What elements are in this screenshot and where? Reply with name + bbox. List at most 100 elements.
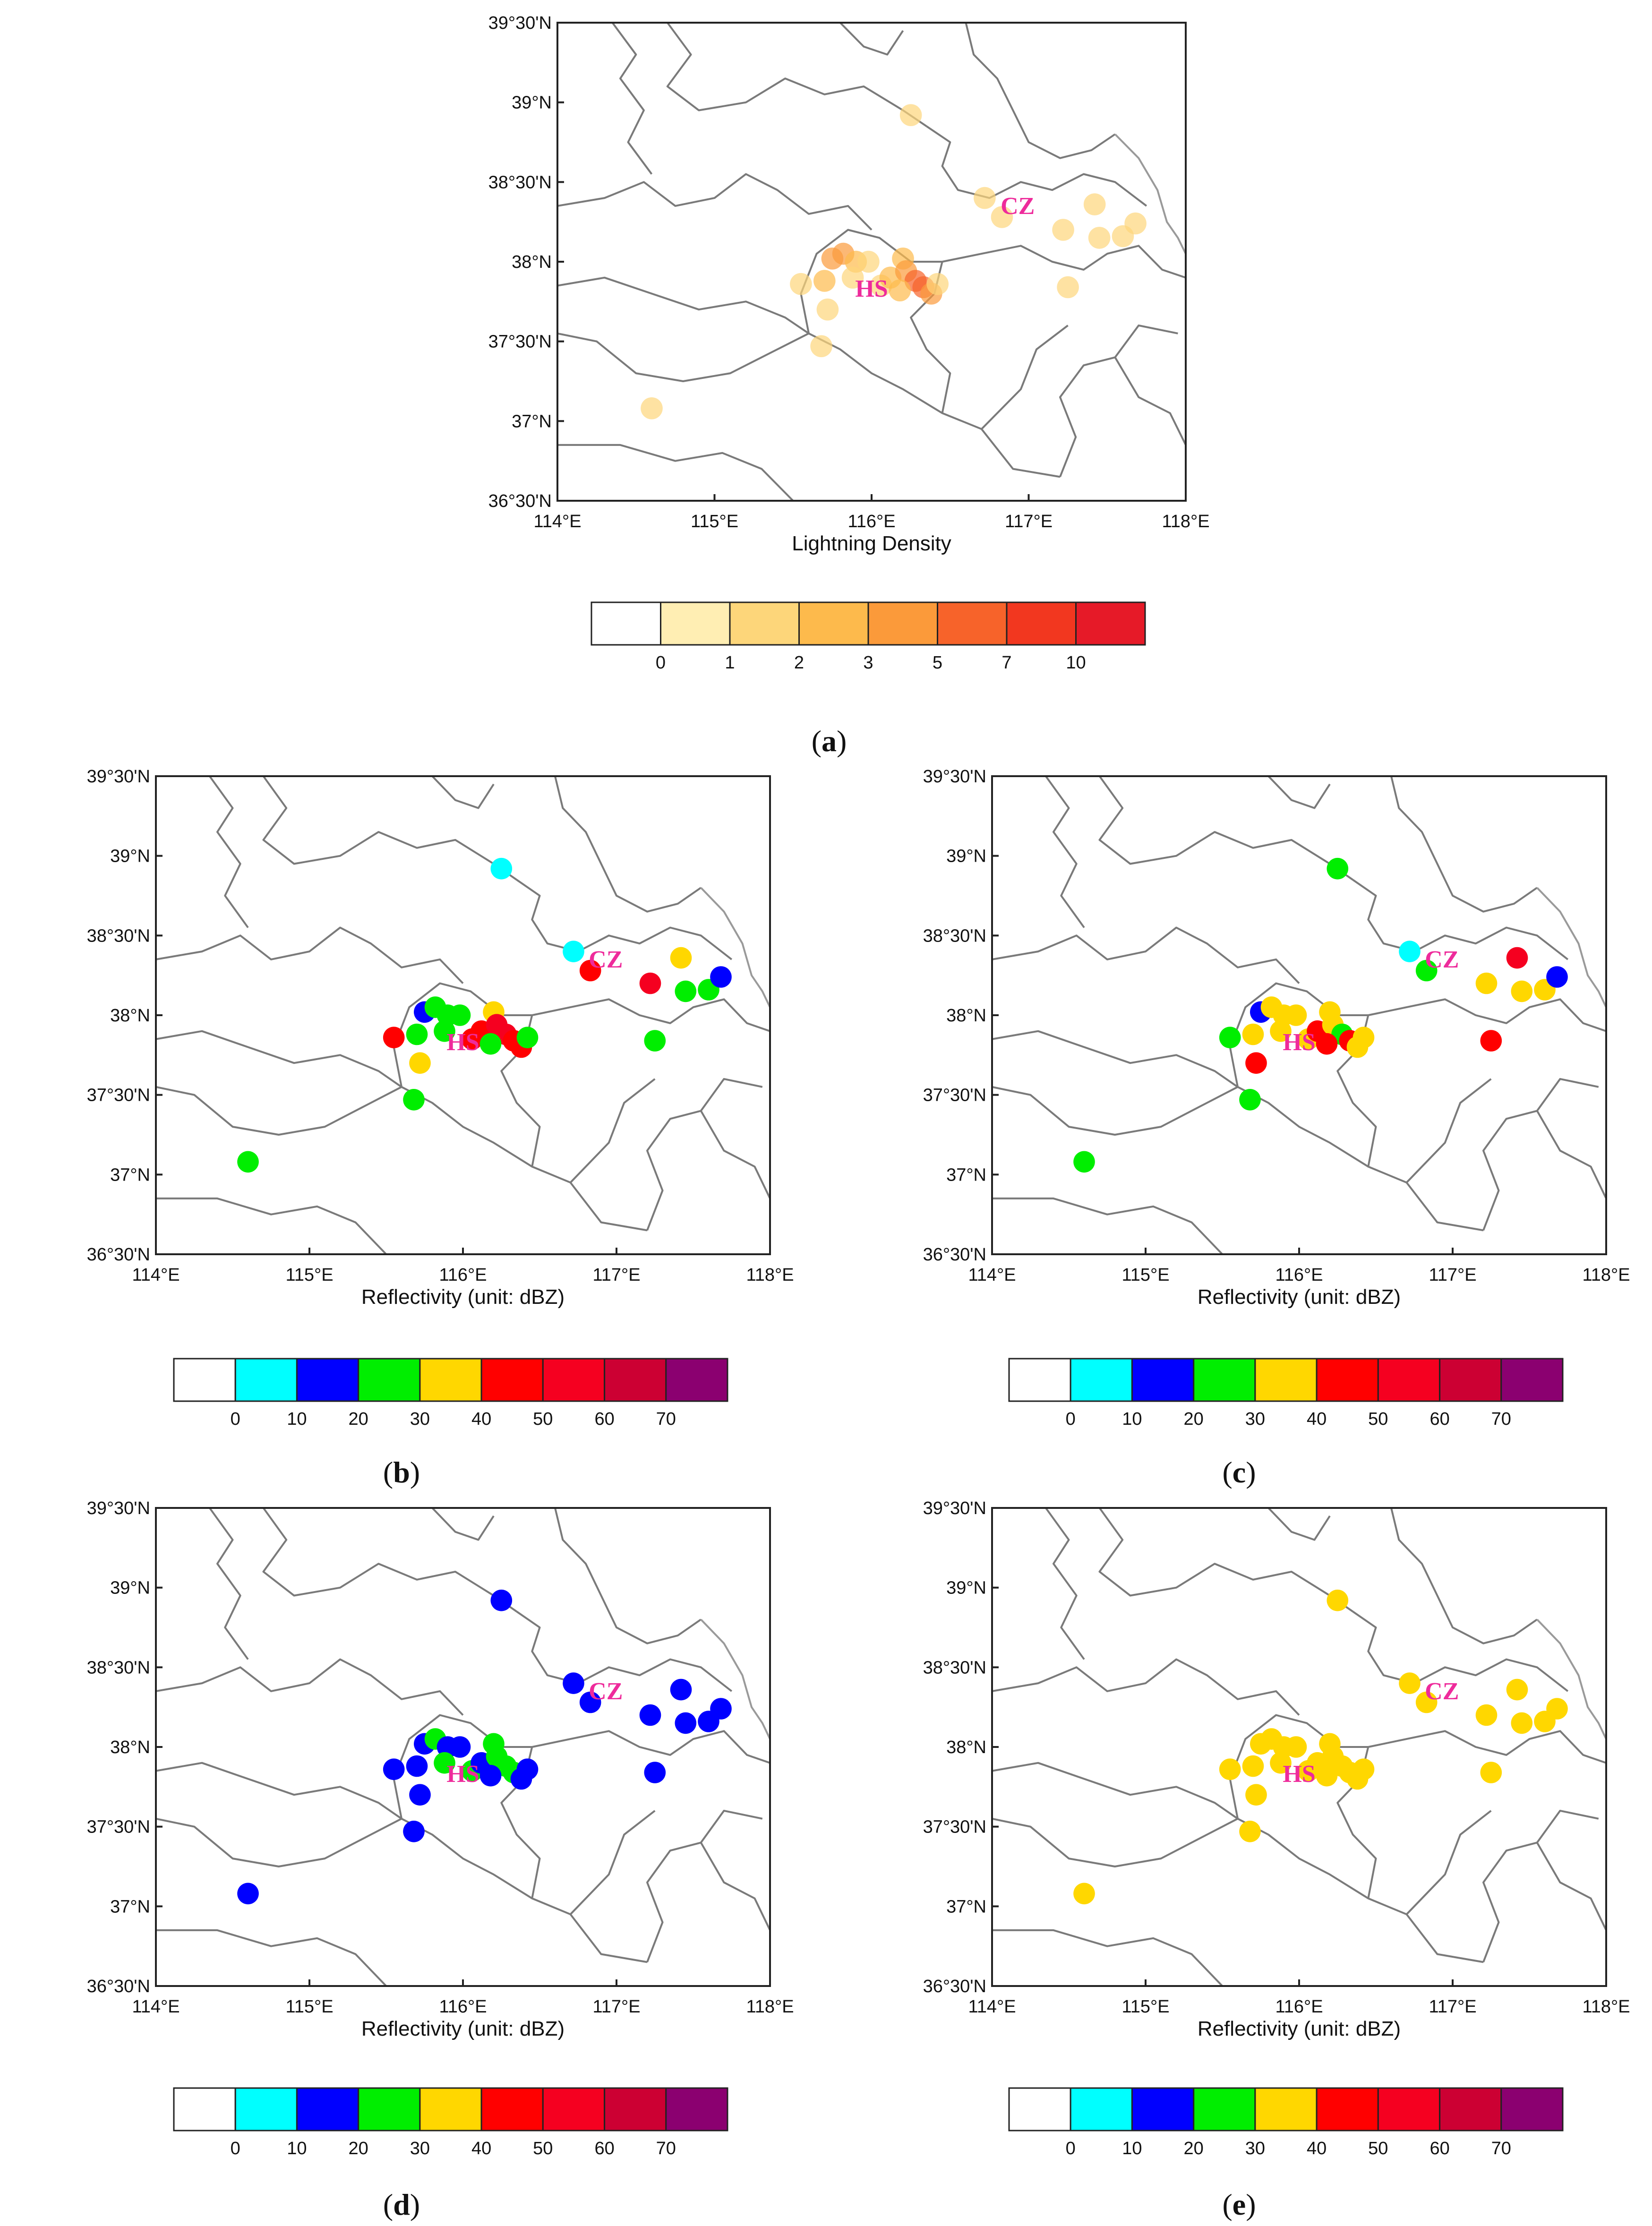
site-marker-6 — [406, 1023, 428, 1045]
colorbar-swatch — [1070, 1358, 1133, 1402]
site-marker-10 — [449, 1004, 471, 1026]
colorbar-tick-label: 70 — [656, 2139, 676, 2158]
colorbar-tick-label: 0 — [656, 653, 666, 673]
colorbar-tick-label: 20 — [1184, 2139, 1204, 2158]
colorbar-swatch — [1008, 1358, 1071, 1402]
panel-caption: (a) — [812, 724, 847, 758]
site-marker-4 — [403, 1089, 425, 1111]
colorbar: 0 1 2 3 5 7 10 — [591, 601, 1146, 673]
y-tick-label: 39°N — [946, 847, 986, 866]
x-tick-label: 115°E — [1121, 1997, 1169, 2017]
admin-boundary — [1098, 1508, 1353, 1612]
site-marker-26 — [1511, 980, 1533, 1002]
colorbar-swatch — [665, 1358, 728, 1402]
colorbar-tick-label: 30 — [410, 2139, 430, 2158]
colorbar-swatch — [798, 601, 869, 646]
colorbar-tick-label: 50 — [1368, 2139, 1388, 2158]
colorbar-swatch — [937, 601, 1008, 646]
site-marker-25 — [1506, 1678, 1528, 1701]
y-tick-label: 37°30'N — [923, 1086, 986, 1105]
admin-boundary — [209, 776, 249, 928]
x-axis-title: Reflectivity (unit: dBZ) — [1198, 2017, 1401, 2040]
site-marker-22 — [1415, 1691, 1438, 1713]
site-marker-2 — [1327, 857, 1349, 880]
admin-boundary — [1114, 357, 1186, 445]
site-marker-11 — [434, 1020, 455, 1042]
colorbar-swatch — [419, 2087, 482, 2132]
colorbar-swatch — [1006, 601, 1077, 646]
colorbar-swatch — [419, 1358, 482, 1402]
x-axis-title: Reflectivity (unit: dBZ) — [1198, 1285, 1401, 1309]
site-marker-22 — [579, 1691, 601, 1713]
site-marker-10 — [449, 1736, 471, 1758]
site-marker-21 — [563, 941, 584, 962]
site-marker-20 — [516, 1027, 539, 1048]
colorbar-swatch — [1316, 1358, 1379, 1402]
site-marker-1 — [1073, 1883, 1095, 1905]
x-tick-label: 115°E — [691, 512, 738, 531]
colorbar-tick-label: 7 — [1001, 653, 1011, 673]
y-tick-label: 38°N — [946, 1738, 986, 1757]
x-tick-label: 117°E — [1429, 1997, 1476, 2017]
y-tick-label: 39°N — [110, 847, 150, 866]
y-tick-label: 38°N — [512, 252, 552, 272]
colorbar-tick-label: 10 — [1122, 1409, 1142, 1429]
site-marker-2 — [1327, 1589, 1349, 1611]
x-tick-label: 116°E — [847, 512, 895, 531]
boundary-lines — [557, 23, 1186, 501]
y-tick-label: 36°30'N — [923, 1977, 986, 1996]
panel-caption: (c) — [1222, 1455, 1256, 1489]
boundary-lines — [156, 776, 770, 1254]
colorbar-tick-label: 10 — [1066, 653, 1086, 673]
site-marker-10 — [857, 250, 880, 273]
y-tick-label: 36°30'N — [923, 1245, 986, 1265]
admin-boundary — [1536, 1110, 1606, 1199]
admin-boundary — [646, 1078, 763, 1231]
colorbar-swatch — [1316, 2087, 1379, 2132]
y-tick-label: 38°30'N — [923, 1658, 986, 1678]
admin-boundary — [156, 1658, 464, 1716]
x-tick-label: 114°E — [968, 1265, 1016, 1285]
admin-boundary — [992, 1197, 1223, 1254]
colorbar-swatch — [1439, 2087, 1502, 2132]
admin-boundary — [965, 23, 1116, 159]
panel-caption: (b) — [383, 1455, 420, 1489]
admin-boundary — [942, 245, 1186, 279]
admin-boundary — [1536, 1842, 1606, 1931]
admin-boundary — [1482, 1809, 1599, 1963]
admin-boundary — [516, 1610, 733, 1692]
colorbar-swatch — [1377, 2087, 1441, 2132]
site-marker-23 — [639, 1704, 661, 1726]
site-marker-4 — [810, 335, 832, 358]
colorbar: 0 10 20 30 40 50 60 70 — [173, 2087, 728, 2158]
y-tick-label: 37°30'N — [923, 1817, 986, 1837]
site-marker-28 — [1546, 1698, 1568, 1720]
site-marker-10 — [1285, 1004, 1307, 1026]
y-tick-label: 39°30'N — [87, 767, 150, 787]
x-tick-label: 118°E — [1582, 1265, 1630, 1285]
city-label-cz: CZ — [1425, 1678, 1459, 1705]
y-tick-label: 36°30'N — [488, 491, 552, 511]
y-tick-label: 37°N — [946, 1897, 986, 1917]
admin-boundary — [992, 1030, 1239, 1088]
x-tick-label: 115°E — [285, 1265, 333, 1285]
admin-boundary — [531, 998, 770, 1032]
colorbar-swatch — [591, 601, 661, 646]
admin-boundary — [611, 23, 653, 175]
panel-b: HS CZ 114°E 115°E 116°E 117°E 118°E 36°30'N 37°N… — [87, 767, 794, 1489]
site-marker-26 — [675, 1712, 697, 1734]
colorbar-tick-label: 30 — [1245, 2139, 1265, 2158]
city-label-hs: HS — [855, 275, 888, 302]
x-tick-label: 116°E — [439, 1997, 487, 2017]
y-tick-label: 37°N — [110, 1165, 150, 1185]
colorbar-swatch — [729, 601, 800, 646]
site-marker-22 — [1415, 959, 1438, 982]
site-marker-5 — [816, 298, 839, 321]
y-tick-label: 38°30'N — [923, 926, 986, 946]
admin-boundary — [1406, 1810, 1492, 1915]
colorbar-swatch — [1131, 1358, 1195, 1402]
admin-boundary — [1352, 1610, 1569, 1692]
colorbar-tick-label: 50 — [533, 1409, 553, 1429]
y-tick-label: 38°30'N — [488, 172, 552, 192]
site-marker-28 — [1124, 212, 1147, 235]
